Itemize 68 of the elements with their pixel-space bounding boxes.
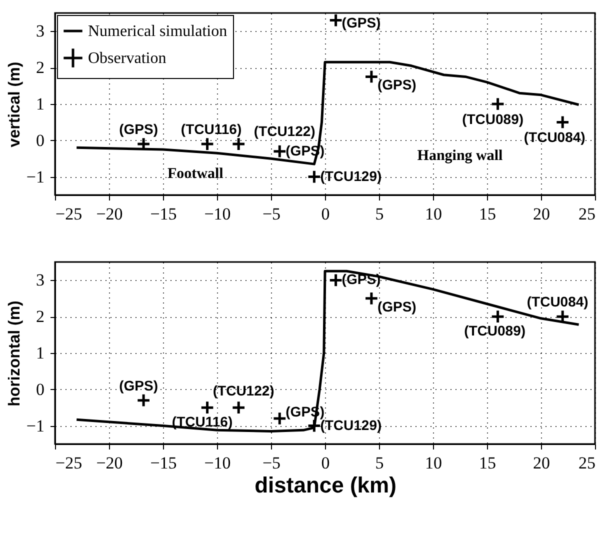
x-tick-label: 15 [479,454,496,472]
point [231,136,246,152]
x-tick-label: −10 [204,454,231,472]
y-tick-label: 2 [36,58,44,78]
annotation: (TCU089) [462,111,524,127]
point [200,400,214,415]
y-tick-label: 1 [36,344,44,362]
x-tick-label: 10 [425,454,442,472]
annotation: (GPS) [119,377,158,394]
point [328,13,343,28]
point [328,273,343,288]
point [272,411,287,426]
x-tick-label: −5 [262,204,281,224]
y-tick-label: 3 [36,22,44,41]
x-tick-label: −20 [96,204,123,224]
x-tick-label: 0 [321,454,330,472]
annotation: (TCU116) [180,121,242,138]
x-tick-label: 15 [479,204,496,224]
annotation: (TCU084) [524,129,586,146]
point [555,115,570,130]
x-tick-label: −20 [96,454,123,472]
x-tick-label: 20 [533,204,550,224]
annotation: (TCU084) [526,294,588,310]
x-tick-label: −15 [150,454,177,472]
point [200,136,214,152]
y-tick-label: −1 [26,167,44,186]
annotation: (TCU129) [320,168,382,184]
y-axis-title: vertical (m) [6,62,24,148]
annotation: Hanging wall [417,148,503,164]
annotation: (GPS) [119,121,158,138]
x-tick-label: 25 [578,454,596,472]
x-tick-label: 5 [375,204,384,224]
y-tick-label: 0 [36,380,44,399]
x-tick-label: 5 [375,454,384,472]
point [490,96,505,112]
y-tick-label: 2 [36,307,44,326]
x-tick-label: −15 [150,204,177,224]
point [364,291,379,306]
x-tick-label: −25 [56,454,82,472]
annotation: Footwall [167,166,224,182]
annotation: (GPS) [342,14,381,30]
x-tick-label: 25 [578,204,596,224]
y-axis-title: horizontal (m) [6,300,24,406]
annotation: (TCU116) [172,414,233,430]
y-tick-label: 3 [36,270,44,290]
point [364,70,379,84]
annotation: (TCU122) [254,123,316,140]
y-tick-label: 0 [36,130,44,150]
y-tick-label: 1 [36,94,44,114]
point [231,400,246,415]
annotation: (GPS) [377,76,416,93]
point [307,170,322,184]
x-tick-label: −25 [56,204,82,224]
x-tick-label: 10 [425,204,442,224]
x-tick-label: −10 [204,204,231,224]
x-tick-label: −5 [262,454,281,472]
y-tick-label: −1 [26,416,44,436]
x-tick-label: 0 [321,204,330,224]
point [272,144,287,158]
legend-label: Numerical simulation [88,23,228,40]
x-axis-title: distance (km) [254,472,396,498]
point [490,309,505,324]
annotation: (TCU122) [212,382,274,399]
point [136,393,151,408]
x-tick-label: 20 [533,454,550,472]
annotation: (TCU089) [464,322,526,339]
legend-label: Observation [88,50,166,67]
annotation: (GPS) [377,298,416,314]
